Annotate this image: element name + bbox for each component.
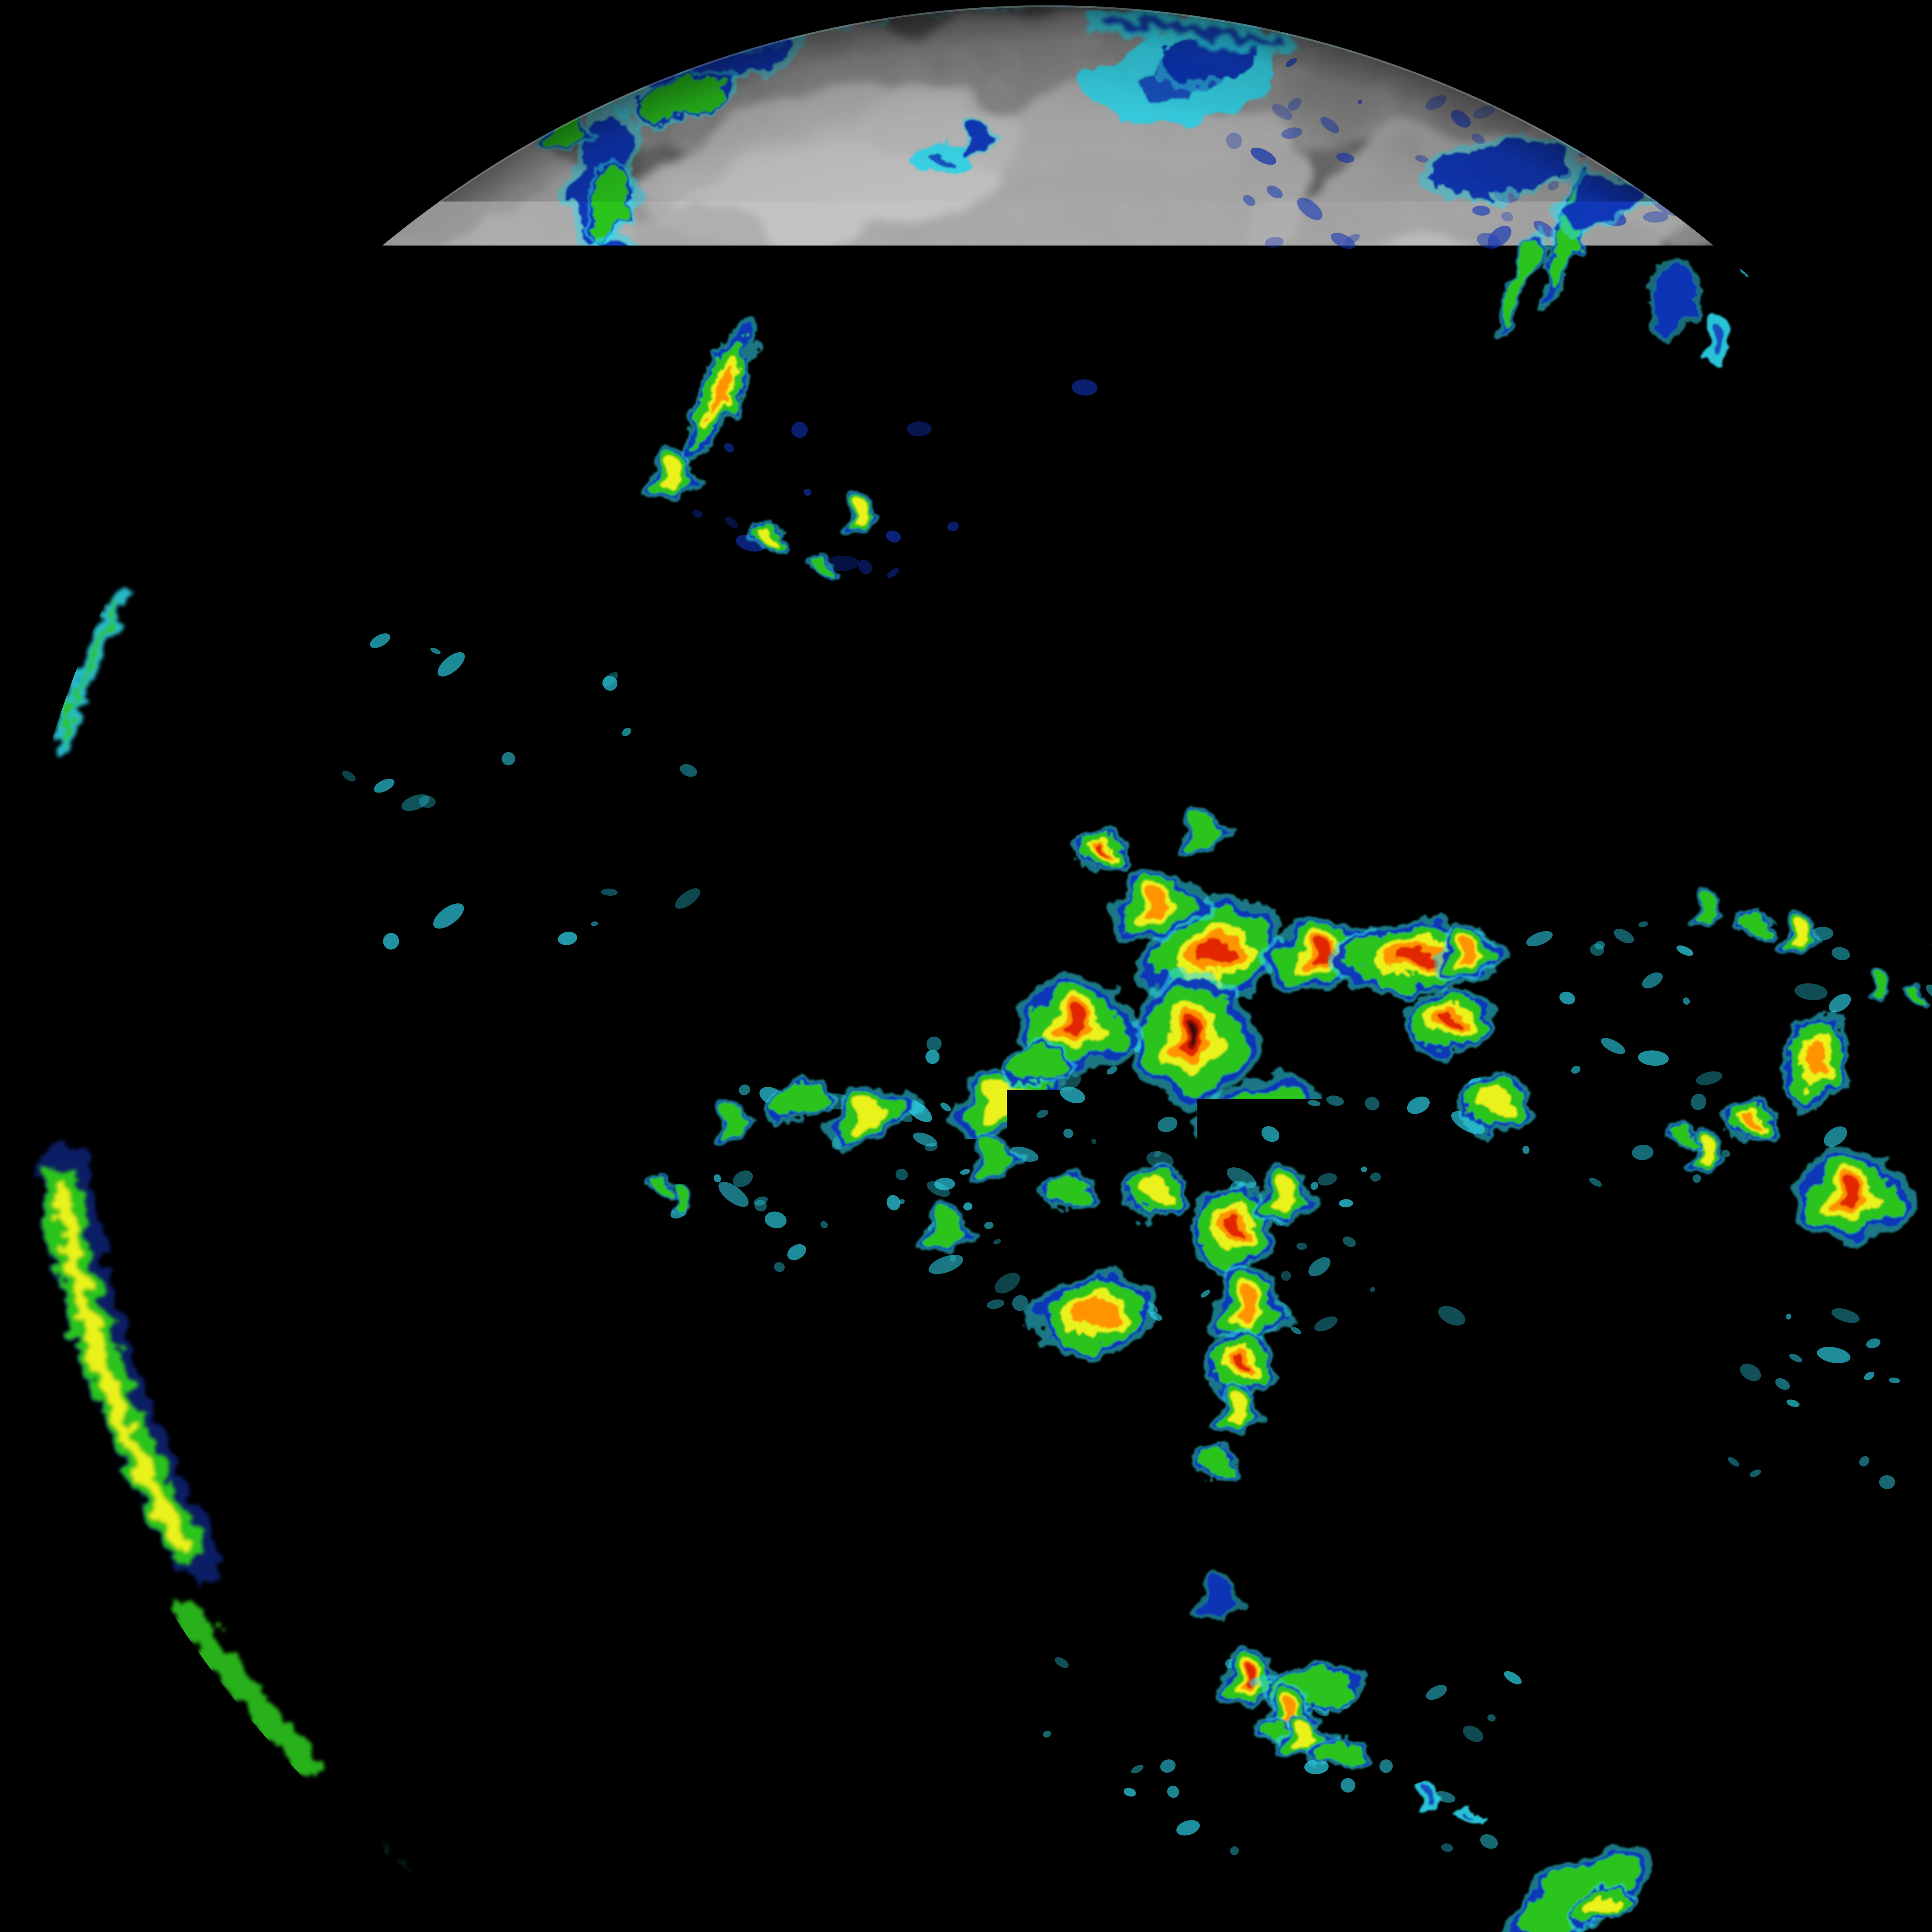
- earth-globe-svg: [0, 0, 1932, 1932]
- earth-fulldisk-satellite-image: [0, 0, 1932, 1932]
